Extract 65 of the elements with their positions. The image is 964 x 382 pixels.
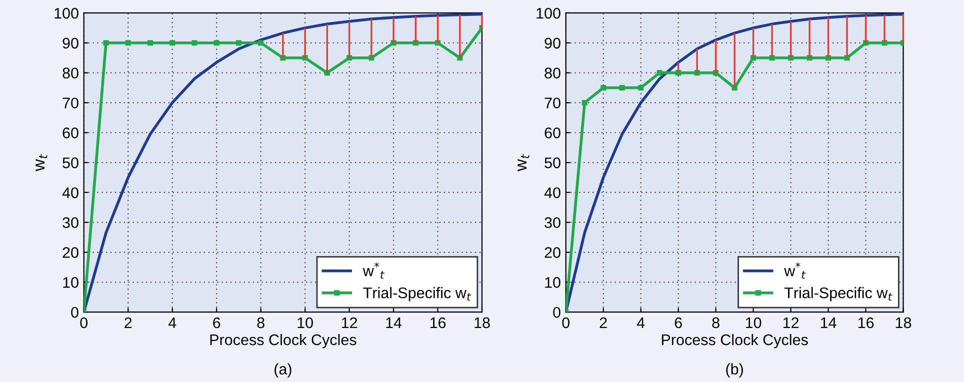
y-tick-label: 100 bbox=[54, 8, 78, 19]
y-tick-label: 0 bbox=[71, 306, 78, 318]
x-axis-title: Process Clock Cycles bbox=[210, 334, 356, 348]
x-tick-label: 10 bbox=[746, 317, 762, 328]
x-tick-label: 2 bbox=[600, 317, 607, 328]
legend-label: Trial-Specific w$_{t}$ bbox=[363, 287, 472, 302]
y-tick-label: 40 bbox=[544, 187, 560, 198]
point bbox=[582, 100, 588, 106]
y-axis-title: w$_{t}$ bbox=[36, 154, 48, 172]
x-tick-label: 18 bbox=[896, 317, 912, 328]
y-tick-label: 30 bbox=[544, 217, 560, 228]
point bbox=[103, 40, 109, 46]
y-tick-label: 10 bbox=[63, 277, 78, 288]
legend-label: Trial-Specific w$_{t}$ bbox=[784, 287, 892, 302]
x-tick-label: 12 bbox=[342, 317, 358, 328]
x-tick-label: 16 bbox=[858, 317, 874, 328]
x-axis-title: Process Clock Cycles bbox=[662, 334, 808, 348]
x-tick-label: 0 bbox=[80, 317, 88, 328]
x-tick-label: 8 bbox=[257, 317, 264, 328]
text: (b) bbox=[726, 363, 743, 378]
y-tick-label: 0 bbox=[553, 306, 560, 318]
y-tick-label: 70 bbox=[544, 98, 560, 108]
y-axis-title: w$_{t}$ bbox=[518, 154, 530, 172]
x-tick-label: 6 bbox=[213, 317, 220, 328]
y-tick-label: 20 bbox=[62, 247, 78, 258]
x-tick-label: 18 bbox=[474, 317, 490, 328]
y-tick-label: 60 bbox=[62, 128, 78, 138]
point bbox=[236, 40, 242, 46]
y-tick-label: 50 bbox=[544, 157, 560, 168]
point bbox=[192, 40, 198, 46]
y-tick-label: 90 bbox=[544, 38, 560, 49]
x-tick-label: 6 bbox=[674, 317, 682, 328]
y-tick-label: 20 bbox=[544, 247, 560, 258]
y-tick-label: 80 bbox=[62, 68, 78, 78]
point bbox=[619, 84, 625, 91]
y-tick-label: 10 bbox=[545, 277, 560, 288]
y-tick-label: 40 bbox=[62, 187, 78, 198]
x-tick-label: 10 bbox=[298, 317, 313, 328]
point bbox=[214, 40, 220, 46]
y-tick-label: 80 bbox=[544, 68, 560, 78]
x-tick-label: 16 bbox=[430, 317, 446, 328]
y-tick-label: 100 bbox=[536, 8, 560, 19]
point bbox=[147, 40, 153, 46]
point bbox=[638, 84, 644, 91]
y-tick-label: 50 bbox=[62, 157, 78, 168]
x-tick-label: 4 bbox=[636, 318, 645, 328]
x-tick-label: 4 bbox=[168, 318, 176, 328]
y-tick-label: 60 bbox=[544, 128, 560, 138]
legend-label: w$^{*}$$_{t}$ bbox=[362, 262, 384, 279]
x-tick-label: 12 bbox=[783, 317, 799, 328]
x-tick-label: 0 bbox=[562, 317, 570, 328]
x-tick-label: 2 bbox=[124, 317, 132, 328]
y-tick-label: 70 bbox=[62, 98, 78, 108]
x-tick-label: 8 bbox=[712, 317, 720, 328]
point bbox=[656, 70, 662, 76]
point bbox=[170, 40, 176, 46]
point bbox=[600, 84, 606, 91]
x-tick-label: 14 bbox=[820, 318, 836, 328]
y-tick-label: 90 bbox=[62, 38, 78, 49]
point bbox=[258, 40, 264, 46]
y-tick-label: 30 bbox=[62, 217, 78, 228]
legend-label: w$^{*}$$_{t}$ bbox=[784, 262, 806, 279]
text: (a) bbox=[274, 363, 292, 378]
point bbox=[125, 40, 131, 46]
x-tick-label: 14 bbox=[386, 318, 402, 328]
